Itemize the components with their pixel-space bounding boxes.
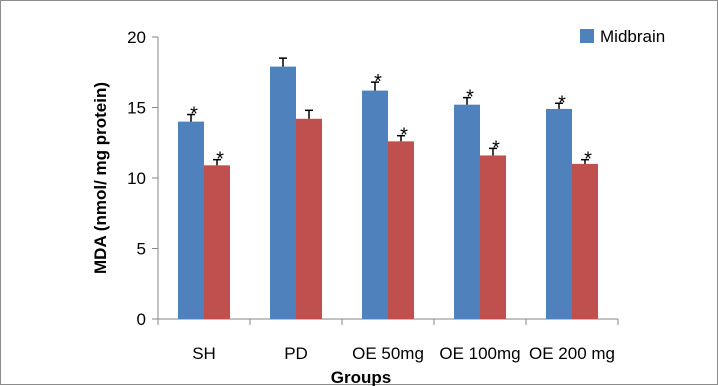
legend-swatch-midbrain [580, 29, 594, 43]
significance-mark: * [558, 92, 566, 114]
significance-mark: * [584, 149, 592, 171]
y-axis-title: MDA (nmol/ mg protein) [91, 82, 110, 274]
significance-mark: * [400, 125, 408, 147]
y-tick-label: 5 [137, 240, 146, 259]
x-category-label: SH [192, 344, 216, 363]
x-category-label: OE 200 mg [529, 344, 615, 363]
y-tick-label: 20 [127, 28, 146, 47]
bars: * * * * * * * * [178, 57, 598, 320]
x-category-label: OE 100mg [439, 344, 520, 363]
y-tick-label: 15 [127, 99, 146, 118]
significance-mark: * [216, 149, 224, 171]
bar-series-1-oe-200-mg [546, 108, 572, 319]
legend: Midbrain [580, 27, 665, 46]
bar-series-1-oe-50mg [362, 90, 388, 319]
bar-series-2-sh [204, 165, 230, 319]
bar-series-1-oe-100mg [454, 104, 480, 320]
bar-series-1-sh [178, 121, 204, 319]
significance-mark: * [374, 71, 382, 93]
significance-mark: * [190, 104, 198, 126]
bar-series-1-pd [270, 66, 296, 319]
x-axis-title: Groups [331, 368, 391, 386]
tick-labels: 0 5 10 15 20 SH PD OE 50mg OE 100mg OE 200 mg [127, 28, 615, 363]
y-tick-label: 10 [127, 169, 146, 188]
x-category-label: OE 50mg [352, 344, 424, 363]
significance-mark: * [466, 87, 474, 109]
bar-series-2-pd [296, 118, 322, 319]
bar-series-2-oe-200-mg [572, 163, 598, 319]
y-tick-label: 0 [137, 310, 146, 329]
bar-series-2-oe-100mg [480, 155, 506, 319]
x-category-label: PD [284, 344, 308, 363]
bar-series-2-oe-50mg [388, 141, 414, 319]
significance-mark: * [492, 137, 500, 159]
legend-label-midbrain: Midbrain [600, 27, 665, 46]
